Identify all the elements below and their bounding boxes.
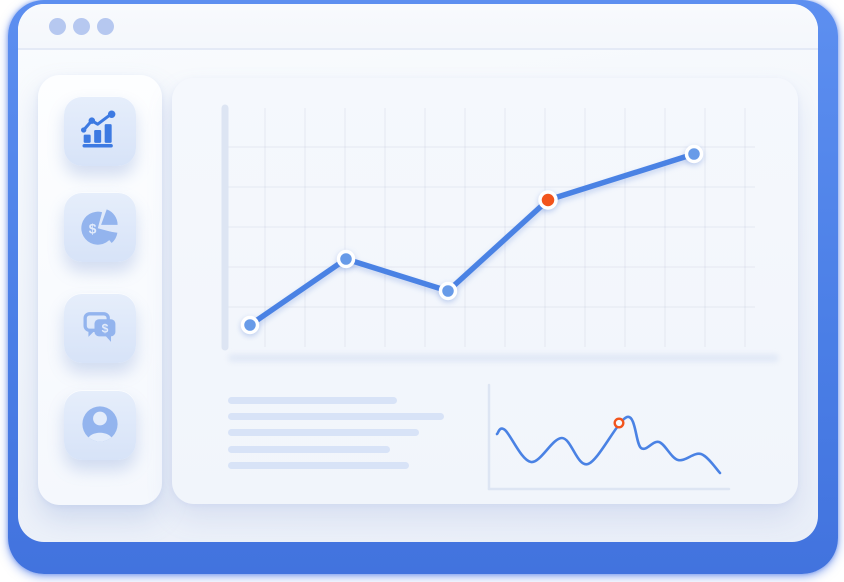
pie-chart-dollar-icon: $ [78,204,122,251]
dashboard-panel [172,78,798,504]
chart-point [684,144,704,164]
main-chart-svg [221,104,779,362]
sparkline-curve [495,415,722,475]
sidebar-item-analytics[interactable] [64,96,136,166]
app-window: $ $ [18,4,818,542]
sparkline-highlight-ring [613,417,625,429]
placeholder-text-line [228,461,409,469]
sidebar-item-finance-pie[interactable]: $ [64,192,136,262]
sparkline-svg [487,383,731,491]
chart-point [240,315,260,335]
chat-dollar-icon: $ [78,305,122,352]
title-bar [18,4,818,50]
user-avatar-icon [78,402,122,449]
window-control-dot[interactable] [49,17,66,35]
placeholder-text-line [228,413,444,421]
placeholder-text-line [228,445,390,453]
placeholder-text-line [228,397,397,404]
chart-point-highlight [538,190,558,210]
window-control-dot[interactable] [73,17,90,35]
sidebar: $ $ [38,75,162,505]
window-control-dot[interactable] [97,17,114,35]
chart-point [438,281,458,301]
svg-text:$: $ [102,321,109,335]
chart-point [336,249,356,269]
sidebar-item-finance-messages[interactable]: $ [64,293,136,363]
svg-text:$: $ [89,221,97,236]
sidebar-item-profile[interactable] [64,390,136,460]
chart-line [247,151,697,328]
bar-chart-trend-icon [79,109,121,154]
placeholder-text-line [228,429,419,437]
